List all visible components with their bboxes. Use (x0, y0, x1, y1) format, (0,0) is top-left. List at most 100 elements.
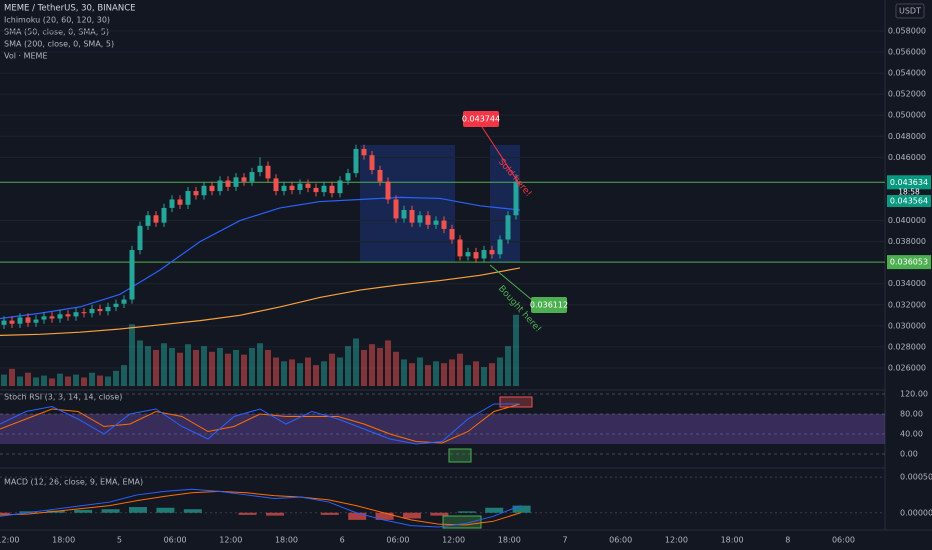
candle-body (233, 177, 239, 187)
candle-body (209, 185, 215, 192)
volume-bar (369, 344, 375, 386)
macd-line (0, 488, 521, 528)
candle-body (353, 148, 359, 174)
highlight-box (448, 448, 472, 463)
candle-body (433, 220, 439, 225)
volume-bar (121, 365, 127, 386)
price-label-bg (887, 175, 931, 190)
y-tick-label: 0.030000 (888, 321, 926, 330)
volume-bar (193, 349, 199, 386)
volume-bar (145, 346, 151, 386)
volume-bar (433, 361, 439, 386)
candle-body (393, 199, 399, 219)
candle-body (345, 173, 351, 181)
x-tick-label: 7 (562, 536, 567, 545)
volume-bar (497, 357, 503, 386)
candle-body (273, 178, 279, 192)
candle-body (449, 228, 455, 240)
macd-hist (156, 507, 175, 513)
candle-body (249, 172, 255, 182)
volume-bar (89, 372, 95, 386)
volume-bar (113, 370, 119, 386)
candle-body (65, 314, 71, 317)
candle-body (49, 316, 55, 319)
y-tick-label: 0.034000 (888, 279, 926, 288)
volume-bar (281, 361, 287, 386)
x-tick-label: 18:00 (721, 536, 744, 545)
candle-body (241, 177, 247, 182)
price-label: 0.036053 (890, 258, 928, 267)
candle-body (473, 252, 479, 259)
macd-hist (0, 512, 10, 515)
volume-bar (489, 363, 495, 386)
volume-bar (9, 368, 15, 386)
candle-body (153, 215, 159, 223)
volume-bar (81, 377, 87, 386)
x-tick-label: 06:00 (164, 536, 187, 545)
volume-bar (385, 340, 391, 386)
y-tick-label: 0.038000 (888, 237, 926, 246)
candle-body (289, 185, 295, 190)
volume-bar (409, 363, 415, 386)
volume-bar (313, 365, 319, 386)
indicator-legend: SMA (50, close, 0, SMA, 5) (4, 28, 109, 37)
candle-body (257, 165, 263, 173)
volume-bar (321, 361, 327, 386)
candle-body (193, 191, 199, 196)
x-tick-label: 06:00 (386, 536, 409, 545)
x-tick-label: 6 (340, 536, 345, 545)
x-tick-label: 12:00 (219, 536, 242, 545)
x-tick-label: 12:00 (665, 536, 688, 545)
countdown: 18:58 (898, 187, 920, 196)
volume-bar (353, 338, 359, 386)
arrow (481, 126, 521, 186)
volume-bar (305, 357, 311, 386)
y-tick-label: 0.032000 (888, 300, 926, 309)
volume-bar (1, 374, 7, 386)
x-tick-label: 18:00 (52, 536, 75, 545)
y-tick-label: 0.028000 (888, 342, 926, 351)
indicator-legend: Ichimoku (20, 60, 120, 30) (4, 16, 110, 25)
volume-bar (273, 357, 279, 386)
currency[interactable]: USDT (899, 7, 921, 16)
macd-hist (320, 512, 339, 515)
candle-body (329, 185, 335, 194)
y-tick-label: 0.046000 (888, 153, 926, 162)
candle-body (481, 250, 487, 259)
currency-button[interactable] (895, 3, 925, 19)
volume-bar (97, 375, 103, 386)
volume-bar (137, 340, 143, 386)
macd-hist (348, 512, 367, 520)
macd-hist (19, 511, 38, 513)
position-box (360, 145, 455, 262)
candle-body (441, 220, 447, 229)
macd-hist (403, 512, 421, 519)
volume-bar (153, 349, 159, 386)
y-tick-label: 0.000000 (900, 508, 932, 517)
volume-bar (289, 359, 295, 386)
highlight-box (499, 396, 533, 408)
volume-bar (41, 375, 47, 386)
y-tick-label: 0.040000 (888, 216, 926, 225)
stoch-band (0, 414, 885, 444)
candle-body (505, 215, 511, 240)
candle-body (177, 199, 183, 205)
volume-bar (225, 353, 231, 386)
arrow (489, 264, 533, 301)
volume-bar (265, 349, 271, 386)
candle-body (377, 169, 383, 182)
candle-body (385, 181, 391, 200)
candle-body (161, 207, 167, 223)
x-tick-label: 5 (117, 536, 122, 545)
pane-title: MACD (12, 26, close, 9, EMA, EMA) (4, 478, 143, 487)
annotation-bg (531, 297, 567, 313)
x-tick-label: 8 (785, 536, 790, 545)
symbol-title: MEME / TetherUS, 30, BINANCE (4, 4, 136, 14)
macd-hist (485, 507, 504, 513)
candle-body (265, 165, 271, 179)
y-tick-label: 0.058000 (888, 26, 926, 35)
candle-body (465, 252, 471, 257)
y-tick-label: 0.056000 (888, 48, 926, 57)
candle-body (225, 180, 231, 187)
